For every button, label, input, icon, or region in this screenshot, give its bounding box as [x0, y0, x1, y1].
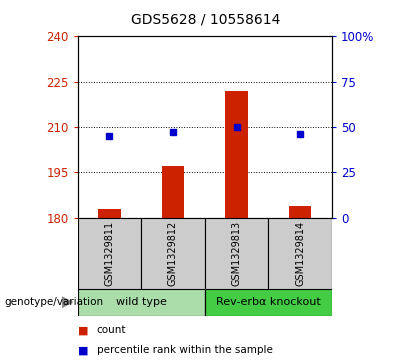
Text: percentile rank within the sample: percentile rank within the sample [97, 345, 273, 355]
Text: genotype/variation: genotype/variation [4, 297, 103, 307]
Text: GSM1329814: GSM1329814 [295, 221, 305, 286]
Bar [98, 209, 121, 218]
Bar [78, 218, 141, 289]
Text: ■: ■ [78, 325, 88, 335]
Bar [78, 289, 205, 316]
Text: GDS5628 / 10558614: GDS5628 / 10558614 [131, 13, 281, 27]
Text: GSM1329813: GSM1329813 [231, 221, 241, 286]
Bar [226, 91, 248, 218]
Bar [268, 218, 332, 289]
Text: count: count [97, 325, 126, 335]
Bar [289, 206, 311, 218]
Bar [141, 218, 205, 289]
Text: ■: ■ [78, 345, 88, 355]
Text: GSM1329811: GSM1329811 [105, 221, 115, 286]
Bar [205, 218, 268, 289]
Polygon shape [62, 297, 72, 307]
Text: GSM1329812: GSM1329812 [168, 221, 178, 286]
Bar [162, 166, 184, 218]
Text: wild type: wild type [116, 297, 167, 307]
Text: Rev-erbα knockout: Rev-erbα knockout [216, 297, 320, 307]
Bar [205, 289, 332, 316]
